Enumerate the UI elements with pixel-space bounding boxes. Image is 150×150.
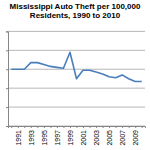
x-tick: 2005 [106, 126, 113, 146]
x-tick-label: 2009 [132, 130, 139, 146]
x-tick-mark [109, 126, 110, 128]
y-tick-mark [6, 50, 8, 51]
x-tick-label: 2007 [119, 130, 126, 146]
x-tick-mark [31, 126, 32, 128]
title-line: Residents, 1990 to 2010 [30, 11, 121, 20]
x-tick [103, 126, 104, 128]
y-tick [6, 88, 8, 89]
y-tick [6, 126, 8, 127]
y-tick-mark [6, 107, 8, 108]
x-axis: 1991 1993 1995 1997 1999 2001 2003 2005 2007 2009 [9, 126, 146, 146]
y-tick [6, 50, 8, 51]
x-tick-mark [24, 126, 25, 128]
marks [11, 52, 141, 81]
x-tick [37, 126, 38, 128]
x-tick [129, 126, 130, 128]
y-tick-mark [6, 126, 8, 127]
x-tick-label: 1995 [41, 130, 48, 146]
x-tick-mark [44, 126, 45, 128]
x-tick-mark [135, 126, 136, 128]
x-tick-mark [37, 126, 38, 128]
x-tick-mark [11, 126, 12, 128]
x-tick-label: 1993 [28, 130, 35, 146]
y-tick-mark [6, 69, 8, 70]
grid-line [8, 50, 145, 51]
x-tick [90, 126, 91, 128]
x-tick-label: 2003 [93, 130, 100, 146]
x-tick-label: 1999 [67, 130, 74, 146]
grid-line [8, 107, 145, 108]
x-tick-mark [77, 126, 78, 128]
x-tick-label: 2005 [106, 130, 113, 146]
grid-line [8, 69, 145, 70]
x-tick: 2007 [119, 126, 126, 146]
x-tick-mark [18, 126, 19, 128]
title-line: Mississippi Auto Theft per 100,000 [10, 2, 141, 11]
x-tick-mark [96, 126, 97, 128]
chart: Mississippi Auto Theft per 100,000Reside… [0, 0, 150, 150]
x-tick-mark [103, 126, 104, 128]
x-tick: 1999 [67, 126, 74, 146]
x-tick-mark [122, 126, 123, 128]
x-tick-mark [142, 126, 143, 128]
x-tick [142, 126, 143, 128]
x-tick: 2003 [93, 126, 100, 146]
x-tick: 1991 [15, 126, 22, 146]
x-tick-mark [50, 126, 51, 128]
x-tick [116, 126, 117, 128]
y-tick-mark [6, 88, 8, 89]
x-tick [63, 126, 64, 128]
x-tick [77, 126, 78, 128]
x-tick-mark [83, 126, 84, 128]
y-tick [6, 69, 8, 70]
x-axis-line [9, 127, 146, 129]
chart-title: Mississippi Auto Theft per 100,000Reside… [10, 2, 141, 20]
x-tick: 2009 [132, 126, 139, 146]
x-tick: 1995 [41, 126, 48, 146]
x-tick [24, 126, 25, 128]
x-tick-label: 1997 [54, 130, 61, 146]
x-tick-mark [63, 126, 64, 128]
x-tick-mark [116, 126, 117, 128]
x-tick: 1993 [28, 126, 35, 146]
x-tick [11, 126, 12, 128]
x-tick-label: 2001 [80, 130, 87, 146]
y-axis [6, 32, 9, 127]
x-tick: 1997 [54, 126, 61, 146]
x-tick-mark [70, 126, 71, 128]
grid-line [8, 88, 145, 89]
y-tick [6, 107, 8, 108]
y-tick-mark [6, 31, 8, 32]
plot: 1991 1993 1995 1997 1999 2001 2003 2005 2007 2009 [6, 31, 146, 145]
x-tick-mark [90, 126, 91, 128]
x-tick-mark [129, 126, 130, 128]
data-line [11, 52, 141, 81]
x-tick-label: 1991 [15, 130, 22, 146]
x-tick [50, 126, 51, 128]
grid [8, 31, 145, 126]
y-tick [6, 31, 8, 32]
x-tick-mark [57, 126, 58, 128]
y-axis-line [6, 32, 9, 127]
x-tick: 2001 [80, 126, 87, 146]
grid-line [8, 31, 145, 32]
